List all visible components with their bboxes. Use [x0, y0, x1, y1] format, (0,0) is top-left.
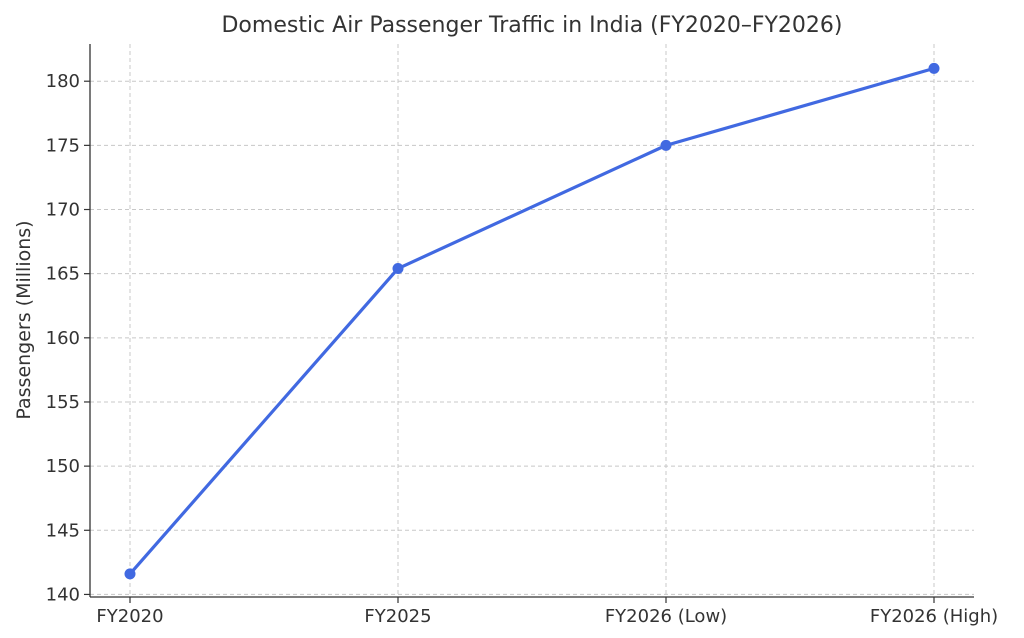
y-tick-label: 180 [46, 71, 80, 92]
x-tick-label: FY2026 (Low) [605, 606, 727, 627]
ticks: 140 145 150 155 160 165 170 175 180 FY2020 FY2025 F… [46, 71, 999, 627]
data-point [928, 62, 940, 74]
y-tick-label: 155 [46, 392, 80, 413]
series [124, 62, 940, 580]
series-line [128, 66, 936, 576]
data-point [392, 263, 404, 275]
x-tick-label: FY2026 (High) [870, 606, 998, 627]
x-tick-label: FY2020 [96, 606, 163, 627]
y-axis-label: Passengers (Millions) [13, 220, 35, 419]
x-tick-label: FY2025 [364, 606, 431, 627]
y-tick-label: 175 [46, 135, 80, 156]
axes [89, 44, 974, 598]
data-point [660, 139, 672, 151]
y-tick-label: 160 [46, 328, 80, 349]
y-tick-label: 165 [46, 264, 80, 285]
y-tick-label: 150 [46, 456, 80, 477]
y-tick-label: 170 [46, 200, 80, 221]
y-tick-label: 140 [46, 584, 80, 605]
grid [90, 44, 974, 597]
data-point [124, 568, 136, 580]
chart-title: Domestic Air Passenger Traffic in India … [221, 13, 842, 38]
y-tick-label: 145 [46, 520, 80, 541]
